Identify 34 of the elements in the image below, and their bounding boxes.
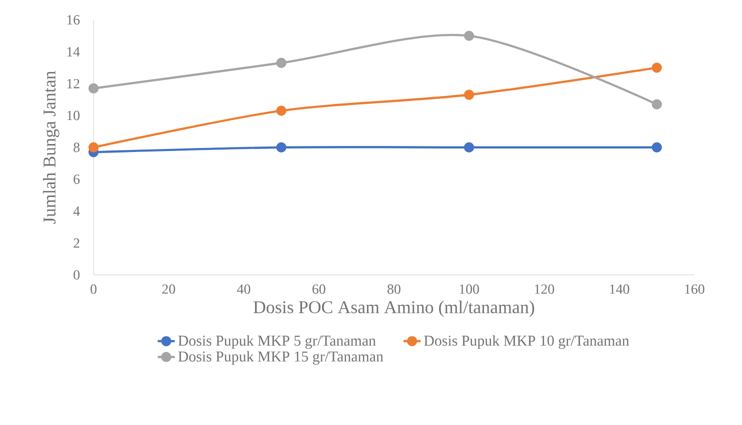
point [88, 142, 99, 152]
legend-label: Dosis Pupuk MKP 10 gr/Tanaman [424, 335, 630, 349]
y-tick-label: 14 [67, 47, 80, 56]
legend-label: Dosis Pupuk MKP 5 gr/Tanaman [178, 335, 376, 349]
x-axis-title: Dosis POC Asam Amino (ml/tanaman) [254, 300, 534, 317]
x-tick-label: 120 [534, 284, 554, 294]
x-tick-label: 160 [685, 284, 704, 294]
point [464, 30, 474, 41]
point [652, 62, 662, 73]
point [276, 106, 286, 116]
point [276, 58, 286, 68]
point [464, 142, 474, 152]
y-tick-label: 4 [73, 206, 80, 216]
x-tick-label: 60 [312, 284, 326, 294]
x-tick-label: 20 [162, 284, 176, 294]
x-tick-label: 100 [460, 284, 479, 294]
point [652, 99, 662, 110]
point [276, 142, 286, 152]
y-axis-title: Jumlah Bunga Jantan [42, 70, 60, 224]
point [464, 90, 474, 100]
legend-label: Dosis Pupuk MKP 15 gr/Tanaman [178, 351, 384, 365]
point [652, 142, 662, 152]
x-tick-label: 140 [610, 284, 630, 294]
y-tick-label: 6 [74, 174, 80, 184]
y-tick-label: 16 [67, 15, 80, 24]
x-tick-label: 80 [388, 284, 400, 294]
y-tick-label: 0 [74, 270, 80, 280]
x-tick-label: 40 [237, 284, 250, 294]
y-tick-label: 10 [67, 110, 80, 120]
y-tick-label: 8 [74, 142, 80, 152]
y-tick-label: 12 [67, 78, 80, 88]
y-tick-label: 2 [74, 238, 80, 248]
point [88, 83, 99, 94]
x-tick-label: 0 [90, 284, 96, 294]
